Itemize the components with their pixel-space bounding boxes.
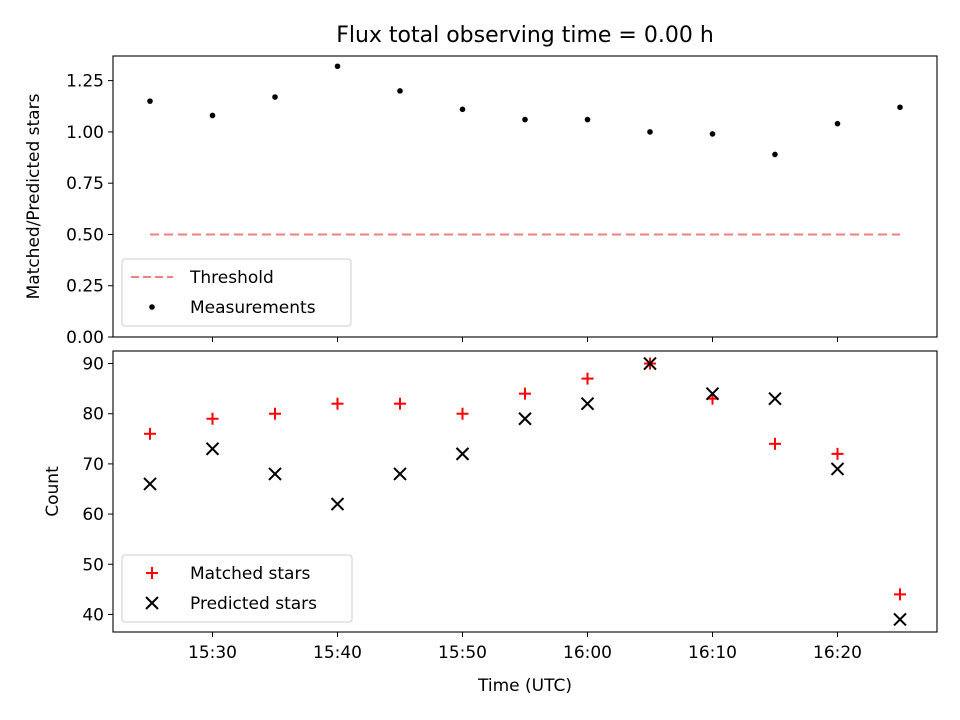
predicted-point xyxy=(705,386,720,401)
matched-point xyxy=(331,397,344,410)
predicted-point-b xyxy=(143,477,157,491)
legend-cross xyxy=(145,596,159,610)
plot-frame-count xyxy=(112,350,938,633)
chart-title: Flux total observing time = 0.00 h xyxy=(336,23,714,48)
x-tick-label: 15:30 xyxy=(188,643,237,663)
predicted-point-b xyxy=(705,386,720,401)
x-tick-label: 16:00 xyxy=(563,643,612,663)
predicted-point xyxy=(518,412,532,426)
y-ticks-ratio: 0.00 0.25 0.50 0.75 1.00 1.25 xyxy=(66,72,113,348)
x-ticks-count: 15:30 15:40 15:50 16:00 16:10 16:20 xyxy=(188,632,862,663)
legend-matched-swatch xyxy=(146,567,158,579)
matched-point xyxy=(394,397,406,410)
legend-count: Matched stars Predicted stars xyxy=(121,554,353,623)
count-series xyxy=(143,356,907,627)
predicted-point-b xyxy=(893,612,907,627)
matched-point xyxy=(456,407,469,420)
ratio-panel: Flux total observing time = 0.00 h Match… xyxy=(24,23,938,348)
matched-point xyxy=(581,372,594,385)
legend-threshold-label: Threshold xyxy=(189,268,274,288)
predicted-point-b xyxy=(830,462,845,476)
x-tick-label: 15:40 xyxy=(313,643,362,663)
legend-ratio: Threshold Measurements xyxy=(121,258,352,327)
measurement-point xyxy=(459,106,466,113)
x-tick-label: 16:20 xyxy=(813,643,862,663)
x-ticks-ratio xyxy=(212,337,838,342)
predicted-point-b xyxy=(268,467,282,481)
y-ticks-count: 40 50 60 70 80 90 xyxy=(82,355,113,625)
y-ratio-tick-label: 0.25 xyxy=(66,277,104,297)
y-ratio-tick-label: 1.00 xyxy=(66,123,104,143)
matched-point xyxy=(831,447,844,460)
measurement-point xyxy=(397,88,403,94)
legend-predicted-label: Predicted stars xyxy=(190,594,317,614)
measurement-point xyxy=(522,116,528,123)
ratio-series xyxy=(147,63,903,236)
predicted-point xyxy=(768,391,782,406)
measurement-point xyxy=(584,116,591,123)
predicted-point xyxy=(330,497,345,511)
predicted-point xyxy=(393,467,407,481)
measurement-point xyxy=(272,94,278,100)
predicted-point xyxy=(893,612,907,627)
y-ratio-tick-label: 0.50 xyxy=(66,225,104,245)
predicted-point xyxy=(205,442,220,456)
predicted-point-b xyxy=(455,447,470,461)
y-ratio-tick-label: 0.75 xyxy=(66,174,104,194)
y-axis-title-count: Count xyxy=(43,466,63,517)
predicted-point-b xyxy=(768,391,782,406)
y-axis-title-ratio: Matched/Predicted stars xyxy=(24,93,44,299)
measurement-point xyxy=(772,151,778,158)
matched-point xyxy=(769,437,781,450)
measurement-point xyxy=(709,131,716,137)
matched-point xyxy=(206,412,219,425)
matched-point xyxy=(519,387,531,400)
legend-plus xyxy=(146,567,158,579)
predicted-point-b xyxy=(643,356,657,371)
matched-point xyxy=(144,427,156,440)
predicted-point xyxy=(643,356,657,371)
y-count-tick-label: 80 xyxy=(82,405,104,425)
predicted-point-b xyxy=(518,412,532,426)
legend-measurements-swatch xyxy=(149,304,155,310)
y-count-tick-label: 40 xyxy=(82,605,104,625)
predicted-point xyxy=(143,477,157,491)
predicted-point-b xyxy=(580,396,595,411)
measurement-point xyxy=(209,112,216,119)
y-ratio-tick-label: 0.00 xyxy=(66,328,104,348)
y-count-tick-label: 90 xyxy=(82,355,104,375)
matched-point xyxy=(269,407,281,420)
count-panel: Count Time (UTC) 40 50 60 70 80 90 15:30 15:40… xyxy=(43,350,938,696)
y-count-tick-label: 70 xyxy=(82,455,104,475)
predicted-point xyxy=(580,396,595,411)
y-count-tick-label: 50 xyxy=(82,555,104,575)
matched-point xyxy=(894,588,906,601)
measurement-point xyxy=(897,104,903,111)
predicted-point xyxy=(268,467,282,481)
measurement-point xyxy=(834,120,841,127)
y-count-tick-label: 60 xyxy=(82,505,104,525)
x-tick-label: 15:50 xyxy=(438,643,487,663)
y-ratio-tick-label: 1.25 xyxy=(66,72,104,92)
predicted-point-b xyxy=(205,442,220,456)
plot-frame-ratio xyxy=(112,55,938,338)
x-axis-title: Time (UTC) xyxy=(477,676,572,696)
predicted-point xyxy=(455,447,470,461)
predicted-point-b xyxy=(330,497,345,511)
legend-matched-label: Matched stars xyxy=(190,564,310,584)
measurement-point xyxy=(147,98,153,104)
measurement-point xyxy=(334,63,341,70)
legend-predicted-swatch xyxy=(145,596,159,610)
predicted-point-b xyxy=(393,467,407,481)
legend-measurements-label: Measurements xyxy=(190,298,316,318)
measurement-point xyxy=(647,129,653,135)
predicted-point xyxy=(830,462,845,476)
legend-box-count xyxy=(121,554,353,623)
x-tick-label: 16:10 xyxy=(688,643,737,663)
legend-box-ratio xyxy=(121,258,352,327)
legend-cross-b xyxy=(145,596,159,610)
